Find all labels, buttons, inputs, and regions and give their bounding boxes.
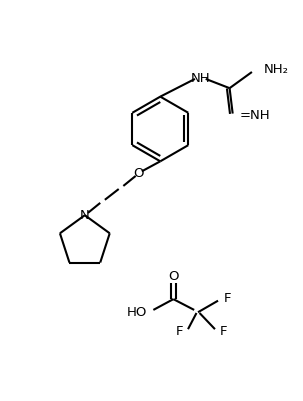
- Text: HO: HO: [127, 306, 147, 319]
- Text: NH₂: NH₂: [264, 63, 288, 76]
- Text: F: F: [224, 292, 232, 305]
- Text: O: O: [134, 167, 144, 180]
- Text: F: F: [176, 325, 183, 338]
- Text: =NH: =NH: [240, 109, 270, 122]
- Text: O: O: [168, 270, 179, 284]
- Text: N: N: [80, 209, 90, 222]
- Text: F: F: [220, 325, 227, 338]
- Text: NH: NH: [191, 73, 210, 85]
